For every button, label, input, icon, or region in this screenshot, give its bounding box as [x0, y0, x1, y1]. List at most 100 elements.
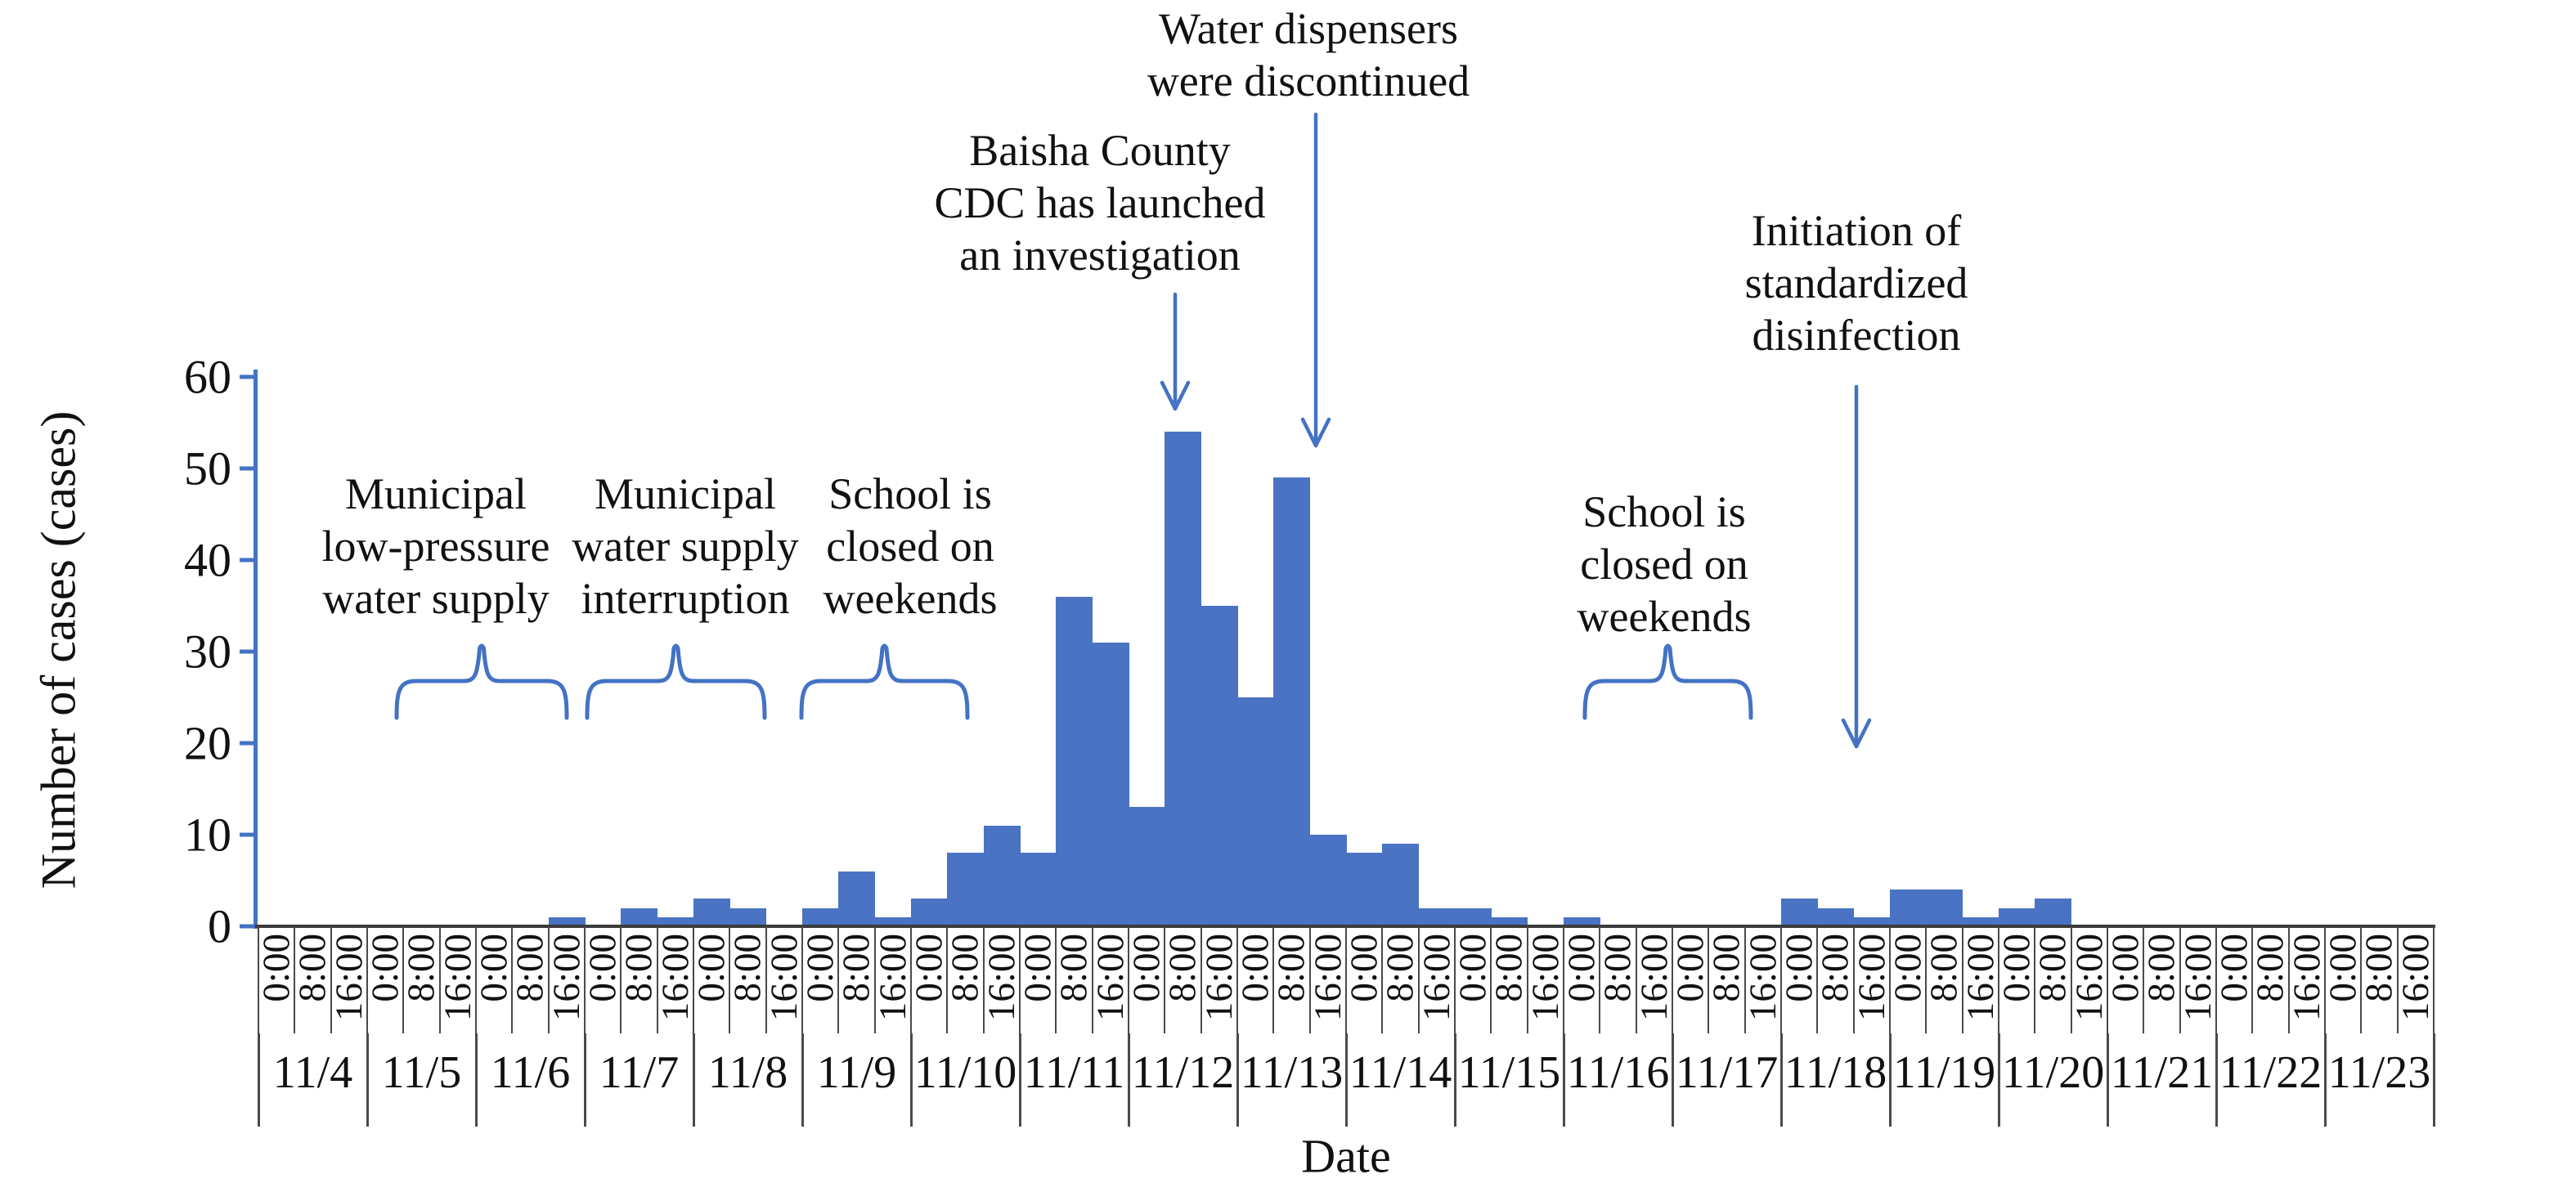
day-border [1127, 1033, 1130, 1127]
time-cell-border [946, 926, 949, 1033]
brace-school-closed-weekends-1 [799, 643, 970, 720]
brace-municipal-low-pressure-water-supply [394, 643, 569, 720]
bar-11/12-8:00 [1165, 432, 1202, 926]
y-tick-20 [240, 741, 255, 746]
bar-11/6-16:00 [548, 916, 586, 926]
brace-school-closed-weekends-2 [1582, 643, 1753, 720]
day-label-11/15: 11/15 [1457, 1047, 1561, 1098]
time-cell-border [1308, 926, 1311, 1033]
day-label-11/7: 11/7 [599, 1047, 680, 1098]
bar-11/14-8:00 [1382, 844, 1420, 926]
arrow-head-water-dispensers-discontinued [1300, 417, 1331, 448]
time-cell-border [438, 926, 441, 1033]
time-cell-border [475, 926, 477, 1033]
time-cell-border [1526, 926, 1528, 1033]
time-cell-border [1345, 926, 1347, 1033]
time-cell-border [1272, 926, 1275, 1033]
time-cell-border [366, 926, 368, 1033]
day-border [257, 1033, 260, 1127]
y-tick-label-40: 40 [184, 533, 231, 587]
annotation-line: weekends [823, 574, 998, 623]
day-border [2215, 1033, 2218, 1127]
annotation-initiation-standardized-disinfection: Initiation of standardized disinfection [1745, 204, 1968, 361]
day-label-11/12: 11/12 [1131, 1047, 1235, 1098]
y-tick-label-50: 50 [184, 441, 231, 495]
day-label-11/20: 11/20 [2001, 1047, 2105, 1098]
bar-11/19-8:00 [1926, 889, 1963, 926]
time-cell-border [1635, 926, 1637, 1033]
time-cell-border [547, 926, 550, 1033]
y-tick-label-20: 20 [184, 716, 231, 770]
bar-11/11-0:00 [1020, 853, 1057, 926]
time-cell-border [258, 926, 259, 1033]
time-cell-border [1708, 926, 1710, 1033]
bar-11/9-0:00 [802, 907, 839, 926]
bar-11/13-8:00 [1273, 477, 1311, 926]
day-label-11/9: 11/9 [816, 1047, 897, 1098]
time-cell-border [2215, 926, 2217, 1033]
bar-11/8-8:00 [729, 907, 767, 926]
annotation-water-dispensers-discontinued: Water dispensers were discontinued [1147, 2, 1470, 107]
time-cell-border [1961, 926, 1963, 1033]
bar-11/19-16:00 [1962, 916, 1999, 926]
time-cell-border [620, 926, 622, 1033]
bar-11/7-16:00 [657, 916, 694, 926]
annotation-line: low-pressure [321, 522, 550, 571]
y-tick-label-30: 30 [184, 625, 231, 679]
day-border [2323, 1033, 2327, 1127]
day-label-11/13: 11/13 [1240, 1047, 1344, 1098]
time-cell-border [2070, 926, 2072, 1033]
day-border [583, 1033, 586, 1127]
day-border [1344, 1033, 1348, 1127]
x-axis-line [252, 925, 2435, 928]
time-cell-border [2396, 926, 2399, 1033]
day-border [1453, 1033, 1456, 1127]
time-cell-border [330, 926, 332, 1033]
time-cell-border [729, 926, 731, 1033]
bar-11/18-0:00 [1781, 898, 1818, 926]
time-cell-border [1164, 926, 1166, 1033]
annotation-line: closed on [1580, 540, 1748, 589]
time-cell-border [2360, 926, 2363, 1033]
day-border [1997, 1033, 2000, 1127]
day-label-11/5: 11/5 [381, 1047, 462, 1098]
annotation-line: CDC has launched [934, 178, 1266, 227]
bar-11/10-16:00 [983, 825, 1021, 926]
day-label-11/22: 11/22 [2219, 1047, 2322, 1098]
bar-11/20-0:00 [1999, 907, 2035, 926]
bar-11/10-0:00 [911, 898, 948, 926]
annotation-school-closed-weekends-1: School is closed on weekends [824, 468, 998, 625]
bar-11/14-0:00 [1346, 853, 1383, 926]
bar-11/13-0:00 [1237, 697, 1274, 926]
bar-11/20-8:00 [2035, 898, 2072, 926]
arrow-head-initiation-standardized-disinfection [1841, 718, 1872, 749]
annotation-line: School is [1582, 487, 1746, 536]
bar-11/12-0:00 [1129, 807, 1165, 926]
time-cell-border [2034, 926, 2036, 1033]
time-cell-border [2433, 926, 2435, 1033]
annotation-line: closed on [826, 522, 994, 571]
time-cell-border [873, 926, 876, 1033]
time-cell-border [693, 926, 694, 1033]
y-tick-0 [240, 924, 255, 929]
time-cell-border [1019, 926, 1021, 1033]
time-cell-border [2324, 926, 2326, 1033]
time-cell-border [1816, 926, 1819, 1033]
annotation-line: water supply [322, 574, 550, 623]
annotation-municipal-low-pressure-water-supply: Municipal low-pressure water supply [322, 468, 550, 625]
annotation-line: disinfection [1752, 311, 1961, 360]
y-tick-10 [240, 832, 255, 837]
bar-11/15-0:00 [1455, 907, 1492, 926]
time-cell-border [1091, 926, 1093, 1033]
annotation-school-closed-weekends-2: School is closed on weekends [1577, 486, 1752, 643]
bar-11/16-0:00 [1564, 916, 1600, 926]
time-cell-border [801, 926, 803, 1033]
day-label-11/18: 11/18 [1784, 1047, 1887, 1098]
bar-11/11-16:00 [1092, 642, 1129, 926]
bar-11/19-0:00 [1890, 889, 1927, 926]
time-cell-border [1563, 926, 1564, 1033]
